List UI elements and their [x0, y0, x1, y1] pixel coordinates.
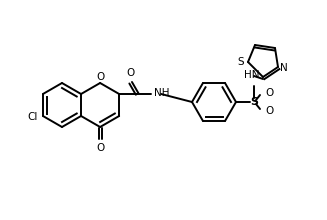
Text: NH: NH [154, 88, 170, 98]
Text: S: S [250, 97, 258, 107]
Text: O: O [96, 143, 104, 153]
Text: N: N [280, 63, 288, 73]
Text: Cl: Cl [27, 112, 38, 122]
Text: O: O [96, 72, 104, 82]
Text: O: O [265, 88, 273, 98]
Text: HN: HN [244, 70, 260, 80]
Text: O: O [265, 106, 273, 116]
Text: O: O [127, 68, 135, 78]
Text: S: S [237, 57, 244, 67]
